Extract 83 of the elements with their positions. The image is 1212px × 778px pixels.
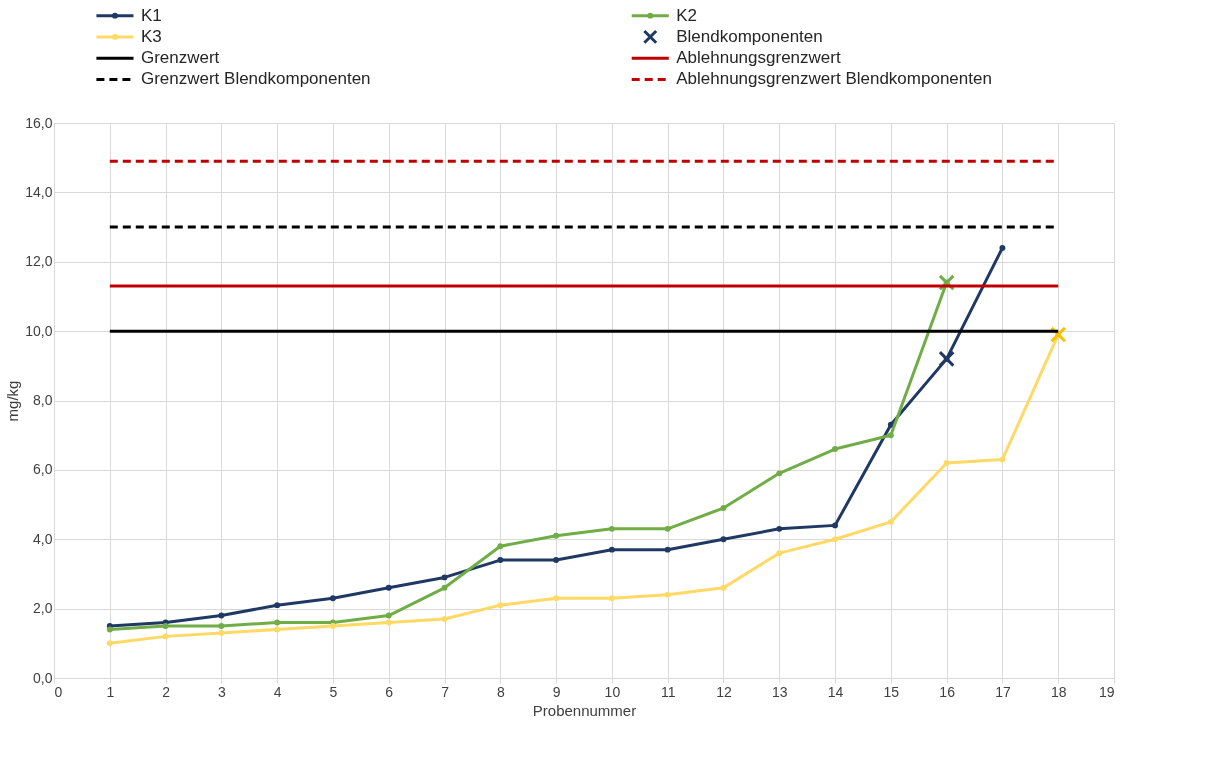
point (329, 623, 336, 629)
legend-label: Blendkomponenten (676, 26, 823, 46)
x-axis-title: Probennummer (532, 701, 637, 719)
point (553, 557, 560, 564)
point (720, 536, 727, 543)
point (553, 532, 560, 539)
point (553, 595, 560, 602)
point (887, 432, 894, 439)
x-tick-label: 7 (441, 683, 450, 700)
point (776, 550, 783, 557)
y-tick-label: 8,0 (33, 392, 53, 408)
y-tick-label: 4,0 (33, 530, 53, 547)
y-tick-label: 12,0 (25, 253, 53, 270)
x-tick-label: 2 (162, 683, 171, 700)
point (218, 623, 225, 629)
legend-label: K1 (140, 5, 162, 25)
point (720, 505, 727, 511)
x-tick-label: 14 (827, 683, 844, 700)
point (385, 619, 392, 626)
legend-label: K2 (676, 5, 698, 25)
x-tick-label: 5 (329, 683, 338, 700)
x-tick-label: 12 (716, 683, 732, 700)
x-tick-label: 6 (385, 683, 394, 700)
legend-label: K3 (140, 26, 162, 46)
x-tick-label: 11 (660, 683, 676, 700)
x-tick-label: 17 (995, 683, 1011, 700)
point (106, 640, 113, 647)
point (274, 619, 281, 626)
x-tick-label: 0 (54, 683, 63, 700)
y-tick-label: 14,0 (25, 183, 53, 200)
x-tick-label: 10 (604, 683, 621, 700)
legend-label: Grenzwert Blendkomponenten (140, 69, 371, 89)
point (832, 522, 839, 529)
x-tick-label: 19 (1098, 683, 1115, 700)
point (274, 626, 281, 633)
point (776, 470, 783, 477)
point (385, 612, 392, 619)
point (608, 546, 615, 553)
legend-label: Grenzwert (140, 48, 220, 68)
y-axis-title: mg/kg (4, 380, 22, 422)
x-tick-label: 13 (771, 683, 788, 700)
point (887, 518, 894, 525)
y-tick-label: 0,0 (33, 669, 53, 686)
point (106, 626, 113, 633)
y-tick-label: 6,0 (33, 461, 53, 478)
y-tick-label: 10,0 (25, 322, 53, 339)
point (497, 543, 504, 550)
point (497, 602, 504, 609)
x-tick-label: 4 (273, 683, 282, 700)
point (608, 525, 615, 532)
x-tick-label: 18 (1050, 683, 1067, 700)
x-tick-label: 8 (496, 683, 505, 700)
point (162, 623, 169, 629)
point (999, 456, 1006, 463)
x-tick-label: 1 (106, 683, 115, 700)
point (999, 244, 1006, 251)
point (664, 591, 671, 598)
point (608, 595, 615, 602)
point (441, 574, 448, 581)
point (664, 546, 671, 553)
point (218, 629, 225, 636)
y-tick-label: 2,0 (33, 600, 53, 617)
point (441, 584, 448, 591)
point (497, 557, 504, 564)
point (274, 602, 281, 609)
point (218, 612, 225, 619)
point (943, 459, 950, 466)
point (832, 536, 839, 543)
point (385, 584, 392, 591)
point (776, 525, 783, 532)
x-tick-label: 9 (552, 683, 561, 700)
point (664, 525, 671, 532)
point (720, 584, 727, 591)
point (329, 595, 336, 602)
point (162, 633, 169, 640)
point (832, 446, 839, 453)
legend-label: Ablehnungsgrenzwert Blendkomponenten (676, 69, 992, 89)
x-tick-label: 3 (217, 683, 226, 700)
point (441, 616, 448, 622)
x-tick-label: 16 (939, 683, 956, 700)
x-tick-label: 15 (883, 683, 900, 700)
legend-label: Ablehnungsgrenzwert (676, 48, 841, 68)
y-tick-label: 16,0 (25, 114, 53, 131)
